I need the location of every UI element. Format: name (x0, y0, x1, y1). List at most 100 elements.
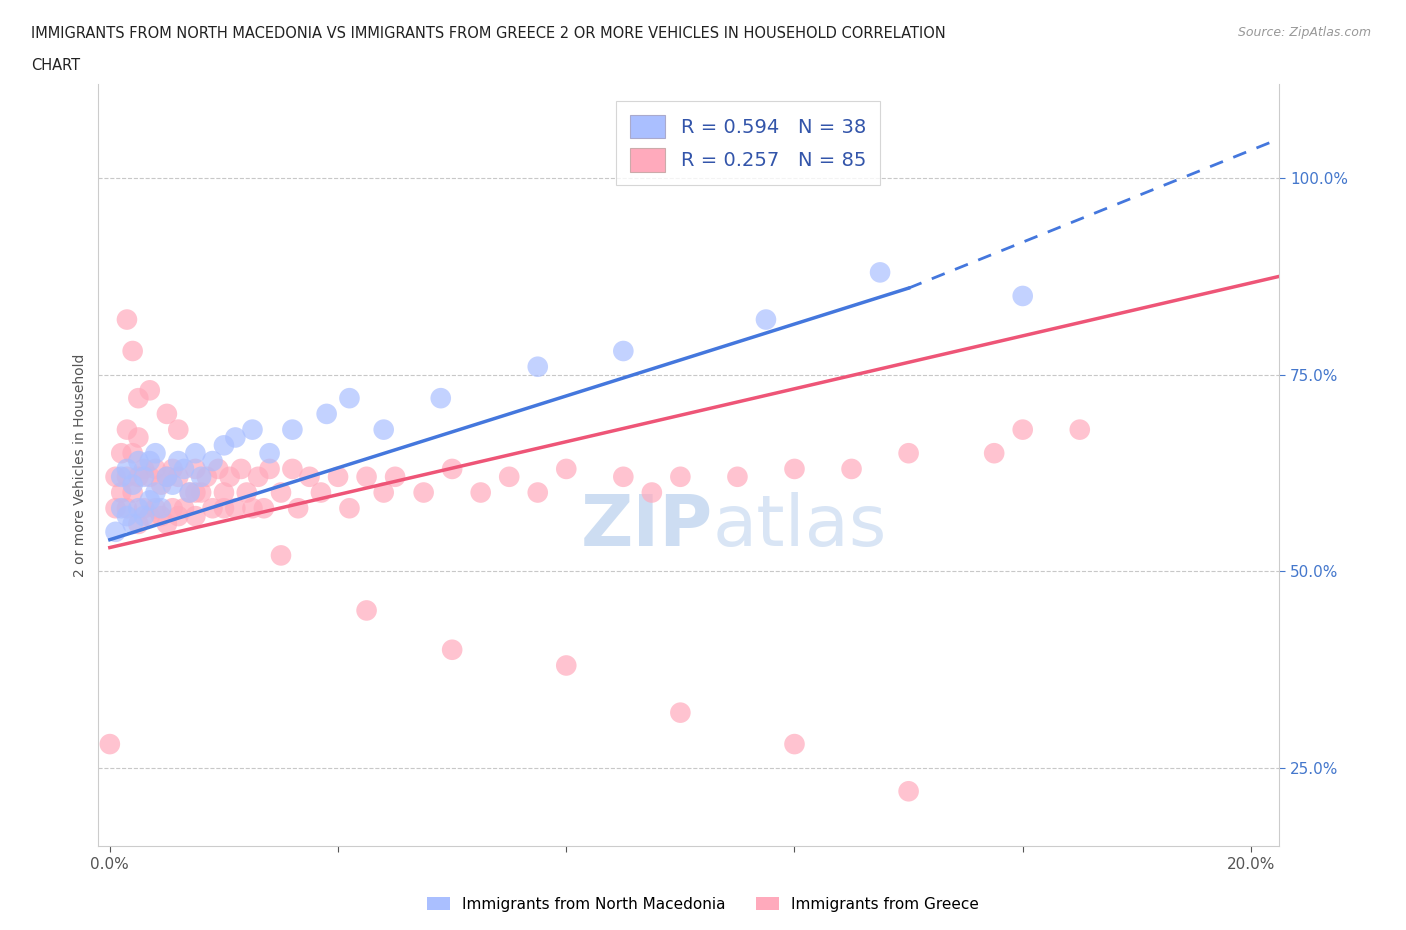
Point (841, 461, 863, 476)
Point (184, 509, 207, 524)
Point (298, 470, 321, 485)
Point (127, 500, 149, 515)
Point (110, 485, 132, 500)
Point (236, 485, 259, 500)
Point (218, 470, 240, 485)
Point (162, 477, 184, 492)
Point (150, 509, 173, 524)
Point (783, 737, 806, 751)
Point (373, 485, 395, 500)
Point (115, 461, 138, 476)
Point (167, 422, 190, 437)
Point (190, 485, 212, 500)
Point (897, 445, 920, 460)
Legend: R = 0.594   N = 38, R = 0.257   N = 85: R = 0.594 N = 38, R = 0.257 N = 85 (616, 101, 880, 185)
Point (115, 312, 138, 327)
Point (356, 603, 378, 618)
Point (127, 391, 149, 405)
Point (259, 461, 281, 476)
Point (983, 445, 1005, 460)
Point (162, 500, 184, 515)
Point (139, 509, 162, 524)
Point (669, 470, 692, 485)
Point (212, 485, 235, 500)
Point (195, 470, 218, 485)
Point (270, 548, 292, 563)
Point (104, 470, 127, 485)
Point (612, 470, 634, 485)
Point (139, 454, 162, 469)
Point (201, 454, 224, 469)
Point (121, 516, 143, 531)
Point (247, 470, 270, 485)
Point (121, 485, 143, 500)
Point (98, 737, 121, 751)
Point (725, 470, 748, 485)
Point (412, 485, 434, 500)
Point (127, 454, 149, 469)
Point (190, 470, 212, 485)
Point (173, 500, 195, 515)
Point (121, 445, 143, 460)
Point (224, 500, 246, 515)
Point (309, 485, 332, 500)
Point (162, 461, 184, 476)
Point (498, 470, 520, 485)
Point (356, 470, 378, 485)
Text: atlas: atlas (713, 492, 887, 561)
Legend: Immigrants from North Macedonia, Immigrants from Greece: Immigrants from North Macedonia, Immigra… (420, 890, 986, 918)
Point (104, 525, 127, 539)
Point (224, 430, 246, 445)
Point (127, 430, 149, 445)
Point (281, 422, 304, 437)
Point (339, 500, 361, 515)
Point (139, 470, 162, 485)
Point (110, 445, 132, 460)
Point (132, 509, 155, 524)
Point (526, 359, 548, 374)
Point (150, 500, 173, 515)
Point (315, 406, 337, 421)
Point (156, 470, 179, 485)
Text: Source: ZipAtlas.com: Source: ZipAtlas.com (1237, 26, 1371, 39)
Point (145, 445, 167, 460)
Point (110, 500, 132, 515)
Point (121, 477, 143, 492)
Point (184, 445, 207, 460)
Point (145, 500, 167, 515)
Point (1011, 422, 1033, 437)
Point (167, 470, 190, 485)
Point (755, 312, 778, 327)
Point (339, 391, 361, 405)
Point (145, 461, 167, 476)
Point (281, 461, 304, 476)
Point (179, 485, 201, 500)
Point (156, 406, 179, 421)
Point (253, 500, 276, 515)
Point (121, 343, 143, 358)
Point (869, 265, 891, 280)
Point (139, 383, 162, 398)
Point (184, 485, 207, 500)
Point (287, 500, 309, 515)
Point (104, 500, 127, 515)
Point (429, 391, 451, 405)
Text: CHART: CHART (31, 58, 80, 73)
Point (201, 500, 224, 515)
Point (259, 445, 281, 460)
Point (229, 461, 252, 476)
Point (115, 509, 138, 524)
Point (1011, 288, 1033, 303)
Point (179, 485, 201, 500)
Y-axis label: 2 or more Vehicles in Household: 2 or more Vehicles in Household (73, 353, 87, 577)
Point (132, 461, 155, 476)
Point (212, 500, 235, 515)
Point (470, 485, 492, 500)
Point (612, 343, 634, 358)
Point (132, 500, 155, 515)
Point (242, 422, 264, 437)
Point (1069, 422, 1091, 437)
Point (115, 470, 138, 485)
Point (167, 454, 190, 469)
Point (110, 470, 132, 485)
